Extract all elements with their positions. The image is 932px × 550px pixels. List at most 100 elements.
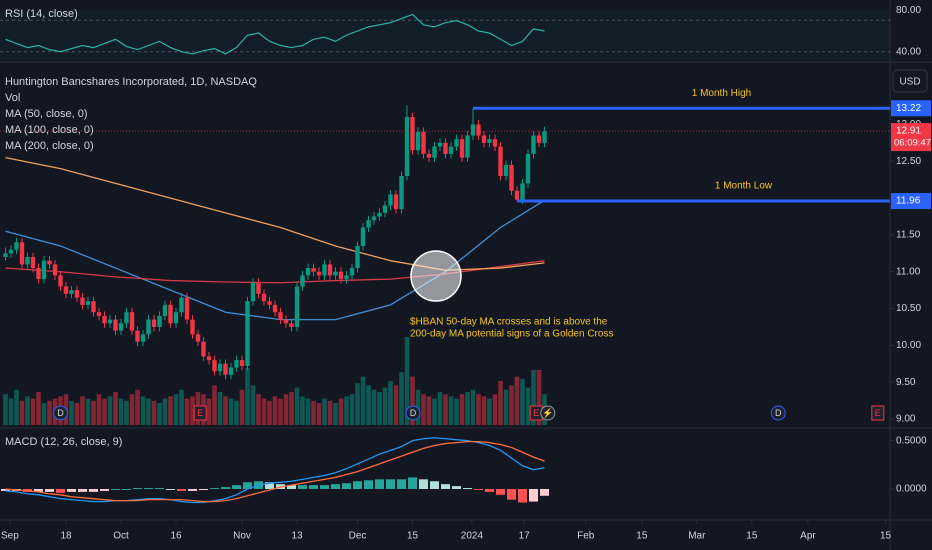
candle-body — [157, 315, 162, 327]
annotation: 200-day MA potential signs of a Golden C… — [410, 329, 613, 340]
candle-body — [245, 301, 250, 366]
volume-bar — [256, 394, 261, 425]
candle-body — [140, 334, 146, 342]
event-label: ⚡ — [542, 407, 553, 419]
macd-histogram — [342, 483, 351, 489]
y-tick-label: 9.00 — [896, 414, 916, 425]
macd-histogram — [243, 482, 252, 489]
macd-histogram — [210, 488, 219, 490]
candle-body — [322, 264, 327, 276]
candle-body — [300, 275, 305, 287]
volume-bar — [234, 400, 239, 425]
macd-histogram — [496, 489, 505, 495]
candle-body — [355, 245, 360, 269]
candle-body — [58, 275, 63, 287]
volume-bar — [245, 367, 250, 425]
macd-histogram — [144, 488, 153, 490]
event-label: E — [875, 408, 881, 418]
candle-body — [250, 282, 256, 302]
macd-histogram — [529, 489, 538, 502]
volume-bar — [190, 396, 195, 425]
candle-body — [531, 135, 536, 154]
event-label: E — [197, 408, 203, 418]
x-tick-label: 18 — [60, 531, 72, 542]
volume-bar — [146, 398, 151, 425]
candle-body — [228, 367, 234, 375]
candle-body — [223, 363, 228, 375]
candle-body — [377, 212, 382, 217]
volume-bar — [135, 389, 140, 425]
volume-bar — [118, 398, 124, 425]
volume-bar — [338, 398, 344, 425]
macd-histogram — [309, 485, 318, 489]
macd-histogram — [100, 489, 109, 491]
macd-histogram — [67, 489, 76, 492]
candle-body — [415, 131, 421, 151]
level-price: 11.96 — [896, 196, 921, 207]
candle-body — [492, 139, 498, 147]
x-tick-label: Sep — [1, 531, 19, 542]
candle-body — [146, 319, 151, 335]
level-price: 13.22 — [896, 103, 921, 114]
volume-bar — [531, 370, 536, 425]
macd-histogram — [463, 488, 472, 490]
x-tick-label: 13 — [291, 531, 303, 542]
rsi-title: RSI (14, close) — [5, 8, 78, 20]
rsi-line — [5, 13, 545, 55]
candle-body — [305, 268, 311, 276]
candle-body — [63, 286, 69, 294]
rsi-tick-label: 40.00 — [896, 46, 921, 57]
volume-bar — [459, 394, 465, 425]
candle-body — [316, 271, 322, 276]
y-tick-label: 12.50 — [896, 156, 921, 167]
volume-bar — [96, 394, 102, 425]
volume-bar — [91, 400, 96, 425]
candle-body — [437, 142, 443, 147]
candle-body — [118, 323, 124, 331]
macd-histogram — [353, 481, 362, 489]
volume-bar — [250, 385, 256, 425]
volume-bar — [465, 392, 470, 425]
candle-body — [283, 319, 289, 324]
macd-title: MACD (12, 26, close, 9) — [5, 436, 122, 448]
candle-body — [47, 260, 52, 265]
macd-histogram — [320, 485, 329, 489]
macd-histogram — [298, 485, 307, 489]
candle-body — [366, 220, 371, 228]
volume-bar — [443, 394, 448, 425]
candle-body — [135, 330, 140, 342]
candle-body — [124, 312, 129, 324]
volume-bar — [14, 389, 19, 425]
candle-body — [327, 264, 333, 276]
volume-bar — [498, 381, 503, 425]
volume-bar — [206, 398, 212, 425]
candle-body — [404, 117, 410, 176]
volume-bar — [481, 396, 487, 425]
volume-bar — [228, 398, 234, 425]
volume-bar — [437, 392, 443, 425]
volume-bar — [151, 400, 157, 425]
candle-body — [234, 360, 239, 368]
macd-histogram — [474, 489, 483, 490]
volume-bar — [85, 398, 91, 425]
macd-histogram — [45, 489, 54, 492]
candle-body — [52, 264, 58, 276]
candle-body — [206, 356, 212, 361]
volume-bar — [239, 389, 245, 425]
macd-histogram — [122, 489, 131, 490]
candle-body — [432, 146, 437, 158]
currency-button[interactable] — [892, 69, 928, 93]
event-marker — [53, 405, 68, 421]
volume-bar — [476, 394, 481, 425]
candle-body — [184, 297, 190, 320]
macd-histogram — [386, 479, 395, 489]
candle-body — [525, 153, 531, 184]
candle-body — [454, 139, 459, 147]
candle-body — [448, 146, 454, 154]
candle-body — [239, 360, 245, 366]
volume-bar — [30, 398, 36, 425]
macd-histogram — [518, 489, 527, 503]
currency[interactable]: USD — [899, 77, 920, 88]
